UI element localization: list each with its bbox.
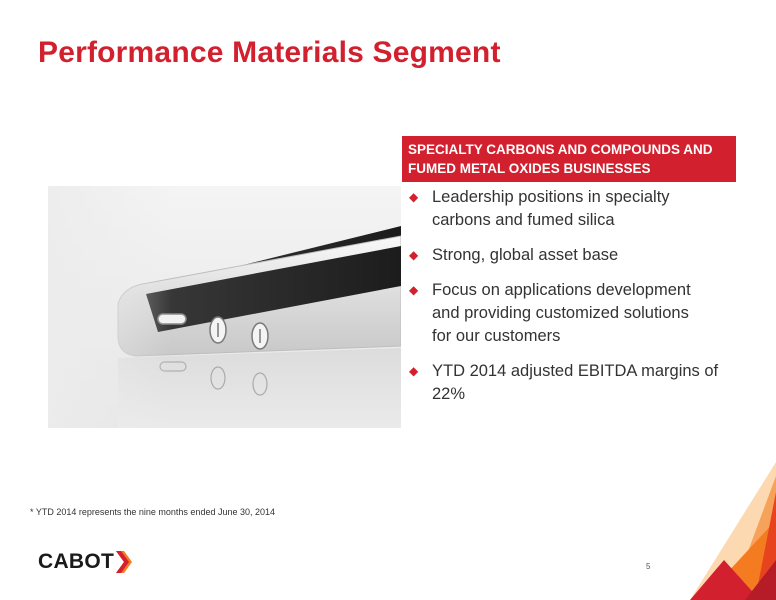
section-header: SPECIALTY CARBONS AND COMPOUNDS AND FUME… — [402, 136, 736, 182]
diamond-icon: ◆ — [409, 248, 419, 262]
bullet-text: 22% — [432, 385, 466, 403]
smartphone-photo — [48, 186, 401, 428]
bullet-text: Strong, global asset base — [432, 246, 619, 264]
bullet-item: ◆ YTD 2014 adjusted EBITDA margins of 22… — [406, 360, 741, 406]
diamond-icon: ◆ — [409, 190, 419, 204]
bullet-text: and providing customized solutions — [432, 304, 689, 322]
bullet-item: ◆ Leadership positions in specialty carb… — [406, 186, 741, 232]
page-title: Performance Materials Segment — [38, 36, 501, 69]
page-number: 5 — [646, 562, 651, 571]
bullet-item: ◆ Strong, global asset base — [406, 244, 741, 267]
logo-text: CABOT — [38, 550, 115, 573]
bullet-item: ◆ Focus on applications development and … — [406, 279, 741, 348]
bullet-text: carbons and fumed silica — [432, 211, 615, 229]
chevron-mark-icon — [116, 551, 133, 573]
bullet-text: Focus on applications development — [432, 281, 691, 299]
footnote: * YTD 2014 represents the nine months en… — [30, 507, 276, 517]
cabot-logo: CABOT — [38, 548, 133, 576]
bullet-list: ◆ Leadership positions in specialty carb… — [406, 186, 741, 418]
section-header-line: SPECIALTY CARBONS AND COMPOUNDS AND — [408, 142, 713, 157]
diamond-icon: ◆ — [409, 283, 419, 297]
bullet-text: Leadership positions in specialty — [432, 188, 670, 206]
bullet-text: for our customers — [432, 327, 561, 345]
diamond-icon: ◆ — [409, 364, 419, 378]
section-header-line: FUMED METAL OXIDES BUSINESSES — [408, 161, 651, 176]
bullet-text: YTD 2014 adjusted EBITDA margins of — [432, 362, 719, 380]
